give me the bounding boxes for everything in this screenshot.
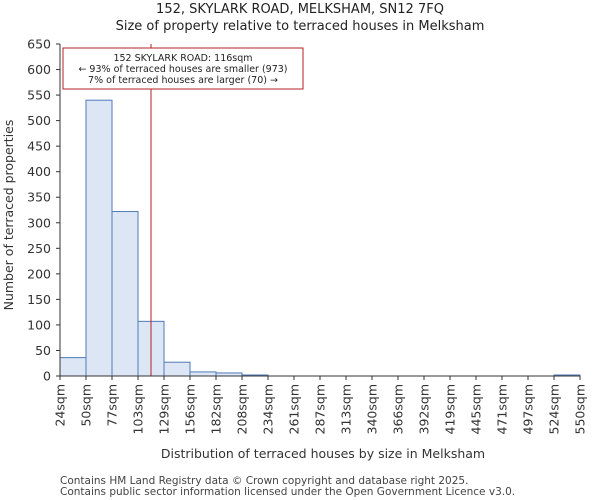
x-tick-label-445sqm: 445sqm [469, 384, 484, 434]
annotation-box: 152 SKYLARK ROAD: 116sqm ← 93% of terrac… [62, 47, 304, 90]
x-tick-label-129sqm: 129sqm [157, 384, 172, 434]
x-tick-label-366sqm: 366sqm [391, 384, 406, 434]
x-tick-label-208sqm: 208sqm [235, 384, 250, 434]
x-tick-label-156sqm: 156sqm [183, 384, 198, 434]
y-tick-label-200: 200 [27, 266, 51, 281]
footer-line-2: Contains public sector information licen… [60, 486, 516, 498]
chart-title: 152, SKYLARK ROAD, MELKSHAM, SN12 7FQ [156, 2, 444, 17]
y-tick-label-600: 600 [27, 62, 51, 77]
x-tick-label-471sqm: 471sqm [495, 384, 510, 434]
x-tick-label-497sqm: 497sqm [521, 384, 536, 434]
x-ticks-group: 24sqm 50sqm 77sqm 103sqm 129sqm 156sqm 182sqm 2… [53, 376, 588, 434]
x-tick-label-392sqm: 392sqm [417, 384, 432, 434]
bar-77sqm [111, 211, 139, 377]
y-ticks-group: 0 50 100 150 200 250 300 350 400 450 500 550 600 650 [27, 37, 60, 384]
x-tick-label-313sqm: 313sqm [339, 384, 354, 434]
y-tick-label-500: 500 [27, 113, 51, 128]
annotation-line-3: 7% of terraced houses are larger (70) → [88, 75, 278, 86]
x-tick-label-550sqm: 550sqm [573, 384, 588, 434]
annotation-line-2: ← 93% of terraced houses are smaller (97… [78, 64, 287, 75]
bar-129sqm [163, 361, 191, 377]
x-tick-label-24sqm: 24sqm [53, 384, 68, 427]
y-tick-label-450: 450 [27, 139, 51, 154]
x-tick-label-287sqm: 287sqm [313, 384, 328, 434]
x-tick-label-234sqm: 234sqm [261, 384, 276, 434]
bar-156sqm [189, 371, 217, 377]
x-tick-label-524sqm: 524sqm [547, 384, 562, 434]
y-tick-label-650: 650 [27, 37, 51, 52]
x-tick-label-77sqm: 77sqm [105, 384, 120, 427]
y-tick-label-100: 100 [27, 317, 51, 332]
footer-line-1: Contains HM Land Registry data © Crown c… [60, 475, 469, 487]
y-tick-label-250: 250 [27, 241, 51, 256]
y-axis-label: Number of terraced properties [1, 120, 16, 311]
y-tick-label-300: 300 [27, 215, 51, 230]
y-tick-label-150: 150 [27, 292, 51, 307]
bars-group [59, 99, 581, 377]
annotation-line-1: 152 SKYLARK ROAD: 116sqm [113, 53, 252, 64]
x-tick-label-182sqm: 182sqm [209, 384, 224, 434]
x-axis-label: Distribution of terraced houses by size … [161, 446, 485, 461]
bar-50sqm [85, 99, 113, 377]
x-tick-label-261sqm: 261sqm [287, 384, 302, 434]
x-tick-label-50sqm: 50sqm [79, 384, 94, 427]
y-tick-label-400: 400 [27, 164, 51, 179]
y-tick-label-0: 0 [43, 369, 51, 384]
x-tick-label-103sqm: 103sqm [131, 384, 146, 434]
y-tick-label-350: 350 [27, 190, 51, 205]
x-tick-label-340sqm: 340sqm [365, 384, 380, 434]
bar-24sqm [59, 357, 87, 377]
chart-subtitle: Size of property relative to terraced ho… [115, 19, 485, 34]
y-tick-label-550: 550 [27, 88, 51, 103]
y-tick-label-50: 50 [35, 343, 51, 358]
x-tick-label-419sqm: 419sqm [443, 384, 458, 434]
